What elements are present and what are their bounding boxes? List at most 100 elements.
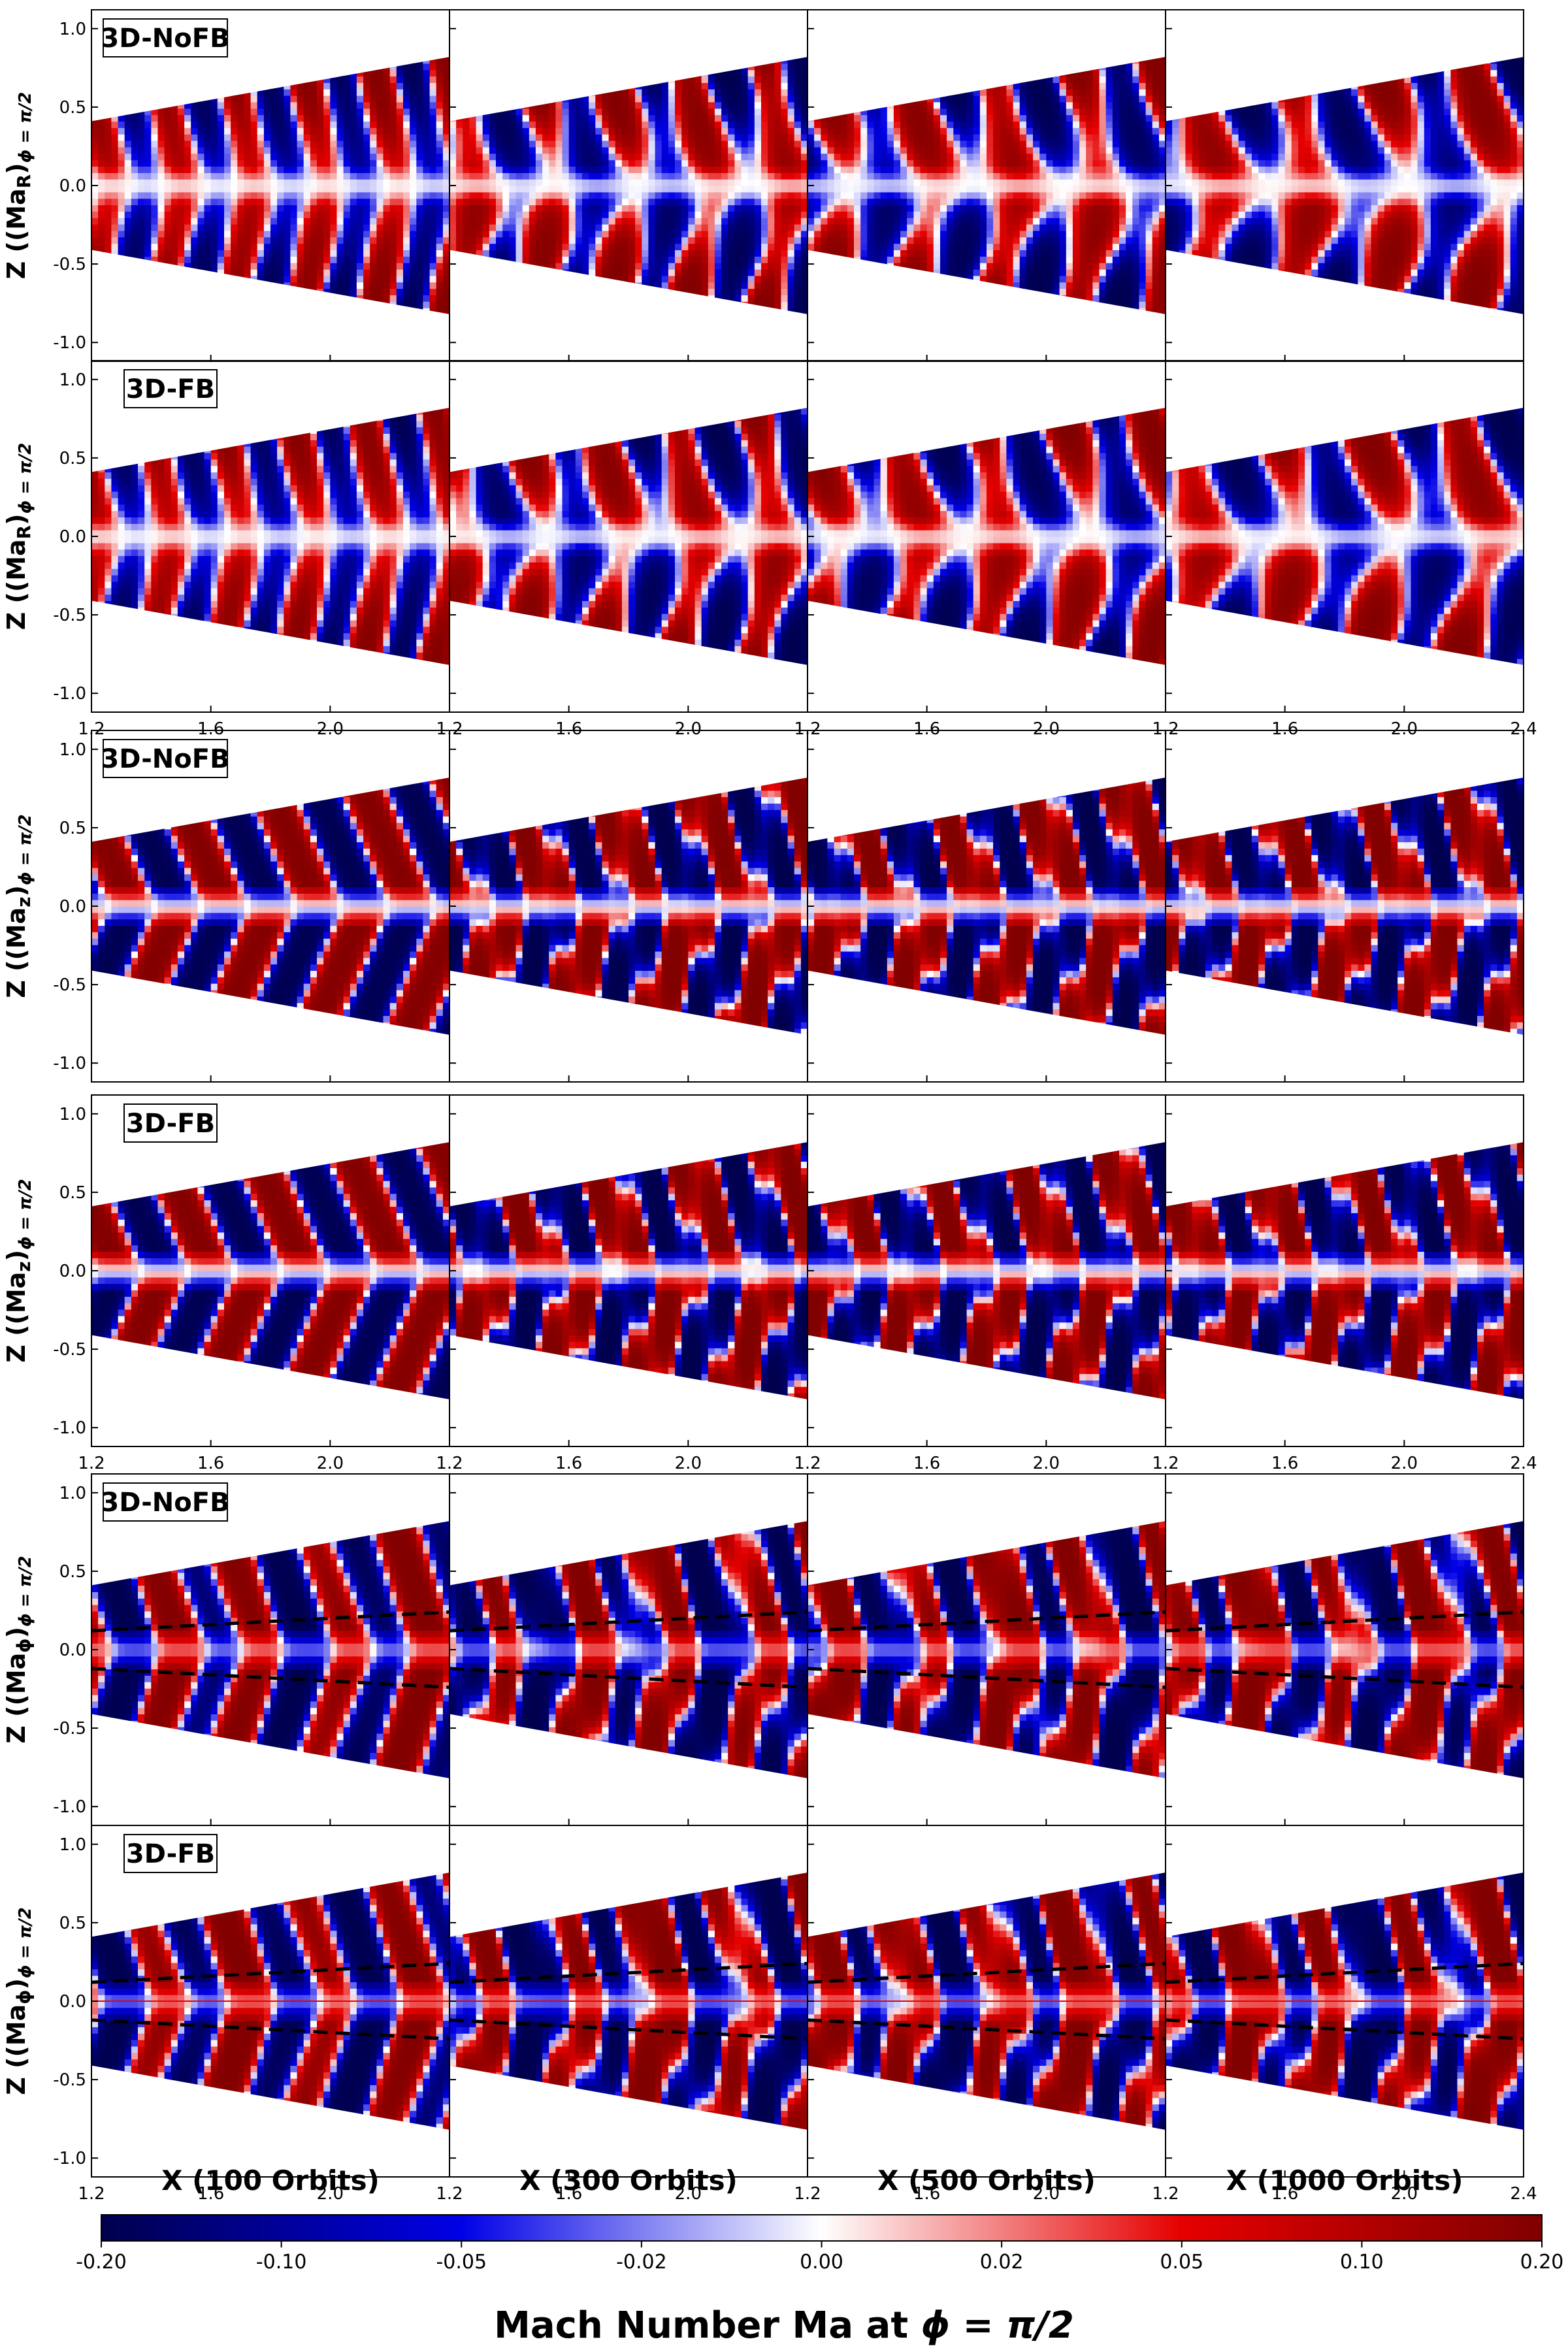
x-tick-label: 2.0 <box>317 1454 344 1473</box>
y-axis-label: Z ((Maz)ϕ = π/2 <box>2 1179 35 1362</box>
panel-r5-c3 <box>807 1473 1166 1826</box>
colorbar-tick-label: 0.02 <box>980 2251 1024 2274</box>
x-tick-label: 1.6 <box>197 2184 224 2204</box>
y-tick-label: 0.0 <box>59 897 86 917</box>
colorbar-tick-label: -0.05 <box>436 2251 487 2274</box>
x-axis-label: X (100 Orbits) <box>161 2164 380 2197</box>
x-tick-label: 1.6 <box>913 1454 940 1473</box>
x-tick-label: 1.2 <box>436 2184 463 2204</box>
dashed-line-lower <box>449 2018 808 2041</box>
dashed-line-upper <box>449 1961 808 1984</box>
dashed-line-upper <box>807 1961 1166 1984</box>
y-axis-label: Z ((MaR)ϕ = π/2 <box>2 443 35 630</box>
panel-field <box>449 1142 808 1399</box>
x-tick-label: 2.0 <box>1391 2184 1418 2204</box>
y-tick-label: -0.5 <box>53 2070 86 2090</box>
y-tick-label: -0.5 <box>53 1340 86 1360</box>
x-tick-label: 2.0 <box>675 1454 702 1473</box>
x-tick-label: 1.2 <box>794 1454 821 1473</box>
panel-r4-c4: 1.2 1.6 2.0 2.4 <box>1152 1094 1537 1473</box>
y-tick-label: 1.0 <box>59 370 86 390</box>
panel-r1-c1: 1.0 0.5 0.0 -0.5 -1.0 3D-NoFB <box>53 9 450 362</box>
colorbar-tick-label: 0.20 <box>1520 2251 1564 2274</box>
y-axis-label: Z ((Maϕ)ϕ = π/2 <box>2 1907 35 2095</box>
y-axis-label: Z ((Maz)ϕ = π/2 <box>2 814 35 998</box>
y-tick-label: -0.5 <box>53 606 86 625</box>
y-tick-label: 1.0 <box>59 1105 86 1124</box>
panel-r5-c1: 1.0 0.5 0.0 -0.5 -1.0 3D-NoFB <box>53 1473 450 1826</box>
panel-field <box>1166 408 1524 665</box>
dashed-line-lower <box>1165 1667 1524 1690</box>
run-label-box <box>103 18 228 57</box>
run-label-box <box>123 369 218 408</box>
y-tick-label: -0.5 <box>53 975 86 995</box>
run-label-box <box>103 1482 228 1522</box>
panel-field <box>808 57 1166 314</box>
panel-field <box>808 408 1166 665</box>
panel-r2-c3: 1.2 1.6 2.0 <box>794 360 1166 739</box>
colorbar-bar <box>101 2214 1543 2242</box>
y-tick-label: -0.5 <box>53 255 86 274</box>
x-tick-label: 2.0 <box>675 2184 702 2204</box>
y-tick-label: 0.0 <box>59 1262 86 1281</box>
x-tick-label: 1.2 <box>78 2184 105 2204</box>
dashed-line-upper <box>1165 1610 1524 1633</box>
panel-field <box>1166 1521 1524 1778</box>
panel-field <box>808 1142 1166 1399</box>
x-tick-label: 1.6 <box>1271 1454 1298 1473</box>
y-tick-label: 0.5 <box>59 1183 86 1203</box>
panel-field <box>808 1521 1166 1778</box>
y-tick-label: -0.5 <box>53 1719 86 1739</box>
dashed-line-upper <box>807 1610 1166 1633</box>
y-axis-label: Z ((Maϕ)ϕ = π/2 <box>2 1556 35 1743</box>
colorbar-tick-label: -0.10 <box>256 2251 307 2274</box>
panel-field <box>91 1142 449 1399</box>
x-tick-label: 2.0 <box>1391 719 1418 739</box>
run-label: 3D-NoFB <box>101 24 229 54</box>
x-tick-label: 1.6 <box>197 1454 224 1473</box>
y-tick-label: 1.0 <box>59 740 86 760</box>
dashed-line-upper <box>91 1961 450 1984</box>
panel-field <box>449 57 808 314</box>
x-tick-label: 1.6 <box>197 719 224 739</box>
panel-r3-c1: 1.0 0.5 0.0 -0.5 -1.0 3D-NoFB <box>53 730 450 1083</box>
panel-r1-c2 <box>449 9 808 362</box>
y-tick-label: 0.0 <box>59 176 86 196</box>
y-tick-label: 0.0 <box>59 1641 86 1660</box>
panel-field <box>449 777 808 1035</box>
panel-field <box>91 408 449 665</box>
run-label: 3D-NoFB <box>101 744 229 774</box>
y-tick-label: 0.5 <box>59 819 86 838</box>
panel-r6-c4: 1.2 1.6 2.0 2.4 <box>1152 1825 1537 2204</box>
y-tick-label: 0.5 <box>59 98 86 118</box>
run-label: 3D-NoFB <box>101 1488 229 1518</box>
panel-r2-c2: 1.2 1.6 2.0 <box>436 360 808 739</box>
x-tick-label: 2.0 <box>1391 1454 1418 1473</box>
colorbar-tick-label: -0.20 <box>76 2251 127 2274</box>
x-tick-label: 1.2 <box>794 2184 821 2204</box>
x-tick-label: 1.2 <box>78 1454 105 1473</box>
y-tick-label: 0.0 <box>59 527 86 547</box>
run-label: 3D-FB <box>126 1839 215 1869</box>
panel-r3-c2 <box>449 730 808 1083</box>
colorbar-tick-label: 0.10 <box>1340 2251 1384 2274</box>
y-tick-label: -1.0 <box>53 684 86 704</box>
x-tick-label: 2.4 <box>1510 1454 1537 1473</box>
panel-r4-c3: 1.2 1.6 2.0 <box>794 1094 1166 1473</box>
panel-field <box>1166 57 1524 314</box>
colorbar-tick-label: 0.00 <box>800 2251 843 2274</box>
x-tick-label: 2.0 <box>675 719 702 739</box>
colorbar-tick-label: -0.02 <box>616 2251 667 2274</box>
run-label: 3D-FB <box>126 1109 215 1139</box>
y-tick-label: 1.0 <box>59 1835 86 1855</box>
panel-r6-c1: 1.0 0.5 0.0 -0.5 -1.0 1.2 1.6 2.0 3D-FB <box>53 1825 450 2204</box>
axes-layer: Z ((MaR)ϕ = π/2 Z ((MaR)ϕ = π/2 Z ((Maz)ϕ … <box>2 92 1463 2197</box>
run-label: 3D-FB <box>126 374 215 404</box>
x-tick-label: 2.0 <box>1033 719 1060 739</box>
x-tick-label: 2.0 <box>317 719 344 739</box>
panel-r3-c4 <box>1165 730 1524 1083</box>
colorbar-ticks: -0.20 -0.10 -0.05 -0.02 0.00 0.02 0.05 0.10 0.20 <box>76 2241 1563 2274</box>
x-tick-label: 2.0 <box>1033 1454 1060 1473</box>
x-tick-label: 2.0 <box>317 2184 344 2204</box>
panel-r6-c2: 1.2 1.6 2.0 <box>436 1825 808 2204</box>
